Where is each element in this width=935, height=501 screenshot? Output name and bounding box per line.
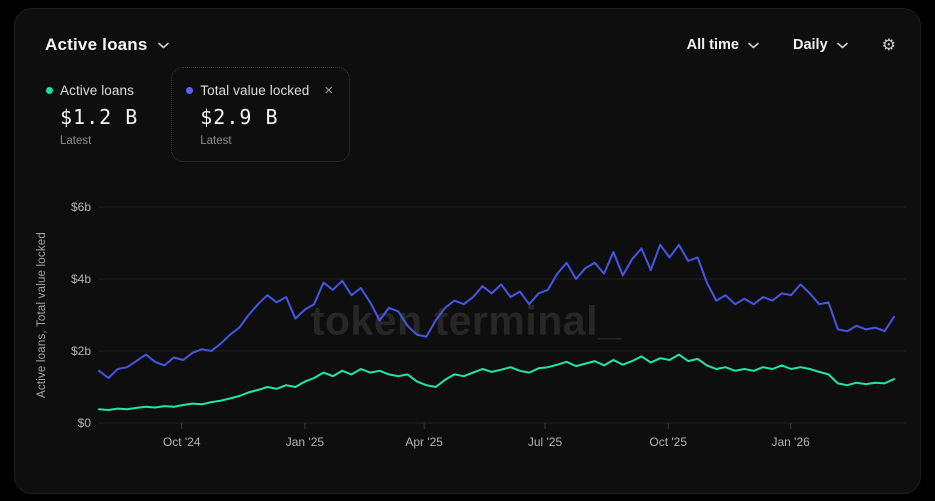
header: Active loans All time Daily ⚙	[45, 31, 896, 59]
series-color-dot	[46, 87, 53, 94]
y-tick-label: $6b	[71, 200, 91, 214]
legend-label: Active loans	[60, 83, 134, 98]
y-tick-label: $2b	[71, 344, 91, 358]
chart-card: Active loans All time Daily ⚙ Active loa…	[14, 8, 921, 494]
legend-caption: Latest	[200, 135, 232, 147]
x-tick-label: Jul '25	[528, 435, 563, 449]
legend-caption: Latest	[60, 135, 92, 147]
series-color-dot	[186, 87, 194, 94]
chevron-down-icon	[157, 42, 169, 48]
y-tick-label: $4b	[71, 272, 91, 286]
time-range-selector[interactable]: All time	[687, 37, 759, 53]
x-tick-label: Oct '24	[163, 435, 201, 449]
series-line-total-value-locked	[98, 243, 895, 379]
token-terminal-watermark: token terminal_	[310, 297, 622, 344]
x-tick-label: Oct '25	[649, 435, 687, 449]
x-tick-label: Apr '25	[405, 435, 443, 449]
legend-latest-value: $2.9 B	[200, 105, 279, 129]
time-range-value: All time	[686, 37, 739, 53]
chevron-down-icon	[836, 42, 848, 48]
remove-series-icon[interactable]: ×	[324, 82, 334, 99]
settings-gear-icon[interactable]: ⚙	[881, 35, 896, 54]
legend-label: Total value locked	[200, 83, 310, 98]
legend-item-total-value-locked[interactable]: Total value locked × $2.9 B Latest	[171, 67, 351, 162]
chart-canvas[interactable]: $0 $2b $4b $6b Oct '24 Jan '25 Apr '25 Jul '25 O…	[15, 199, 922, 495]
header-controls: All time Daily ⚙	[687, 35, 896, 54]
interval-selector[interactable]: Daily	[793, 37, 848, 53]
y-tick-label: $0	[78, 416, 92, 430]
series-line-active-loans	[98, 353, 895, 411]
chart-area: token terminal_ Active loans, Total valu…	[15, 199, 922, 495]
x-tick-label: Jan '26	[771, 435, 810, 449]
chevron-down-icon	[748, 42, 759, 48]
x-tick-label: Jan '25	[286, 435, 325, 449]
metric-selector[interactable]: Active loans	[45, 35, 169, 55]
legend-latest-value: $1.2 B	[60, 105, 139, 129]
page-title: Active loans	[45, 35, 148, 54]
interval-value: Daily	[792, 37, 828, 53]
legend: Active loans $1.2 B Latest Total value l…	[31, 67, 351, 162]
legend-item-active-loans[interactable]: Active loans $1.2 B Latest	[31, 67, 161, 162]
